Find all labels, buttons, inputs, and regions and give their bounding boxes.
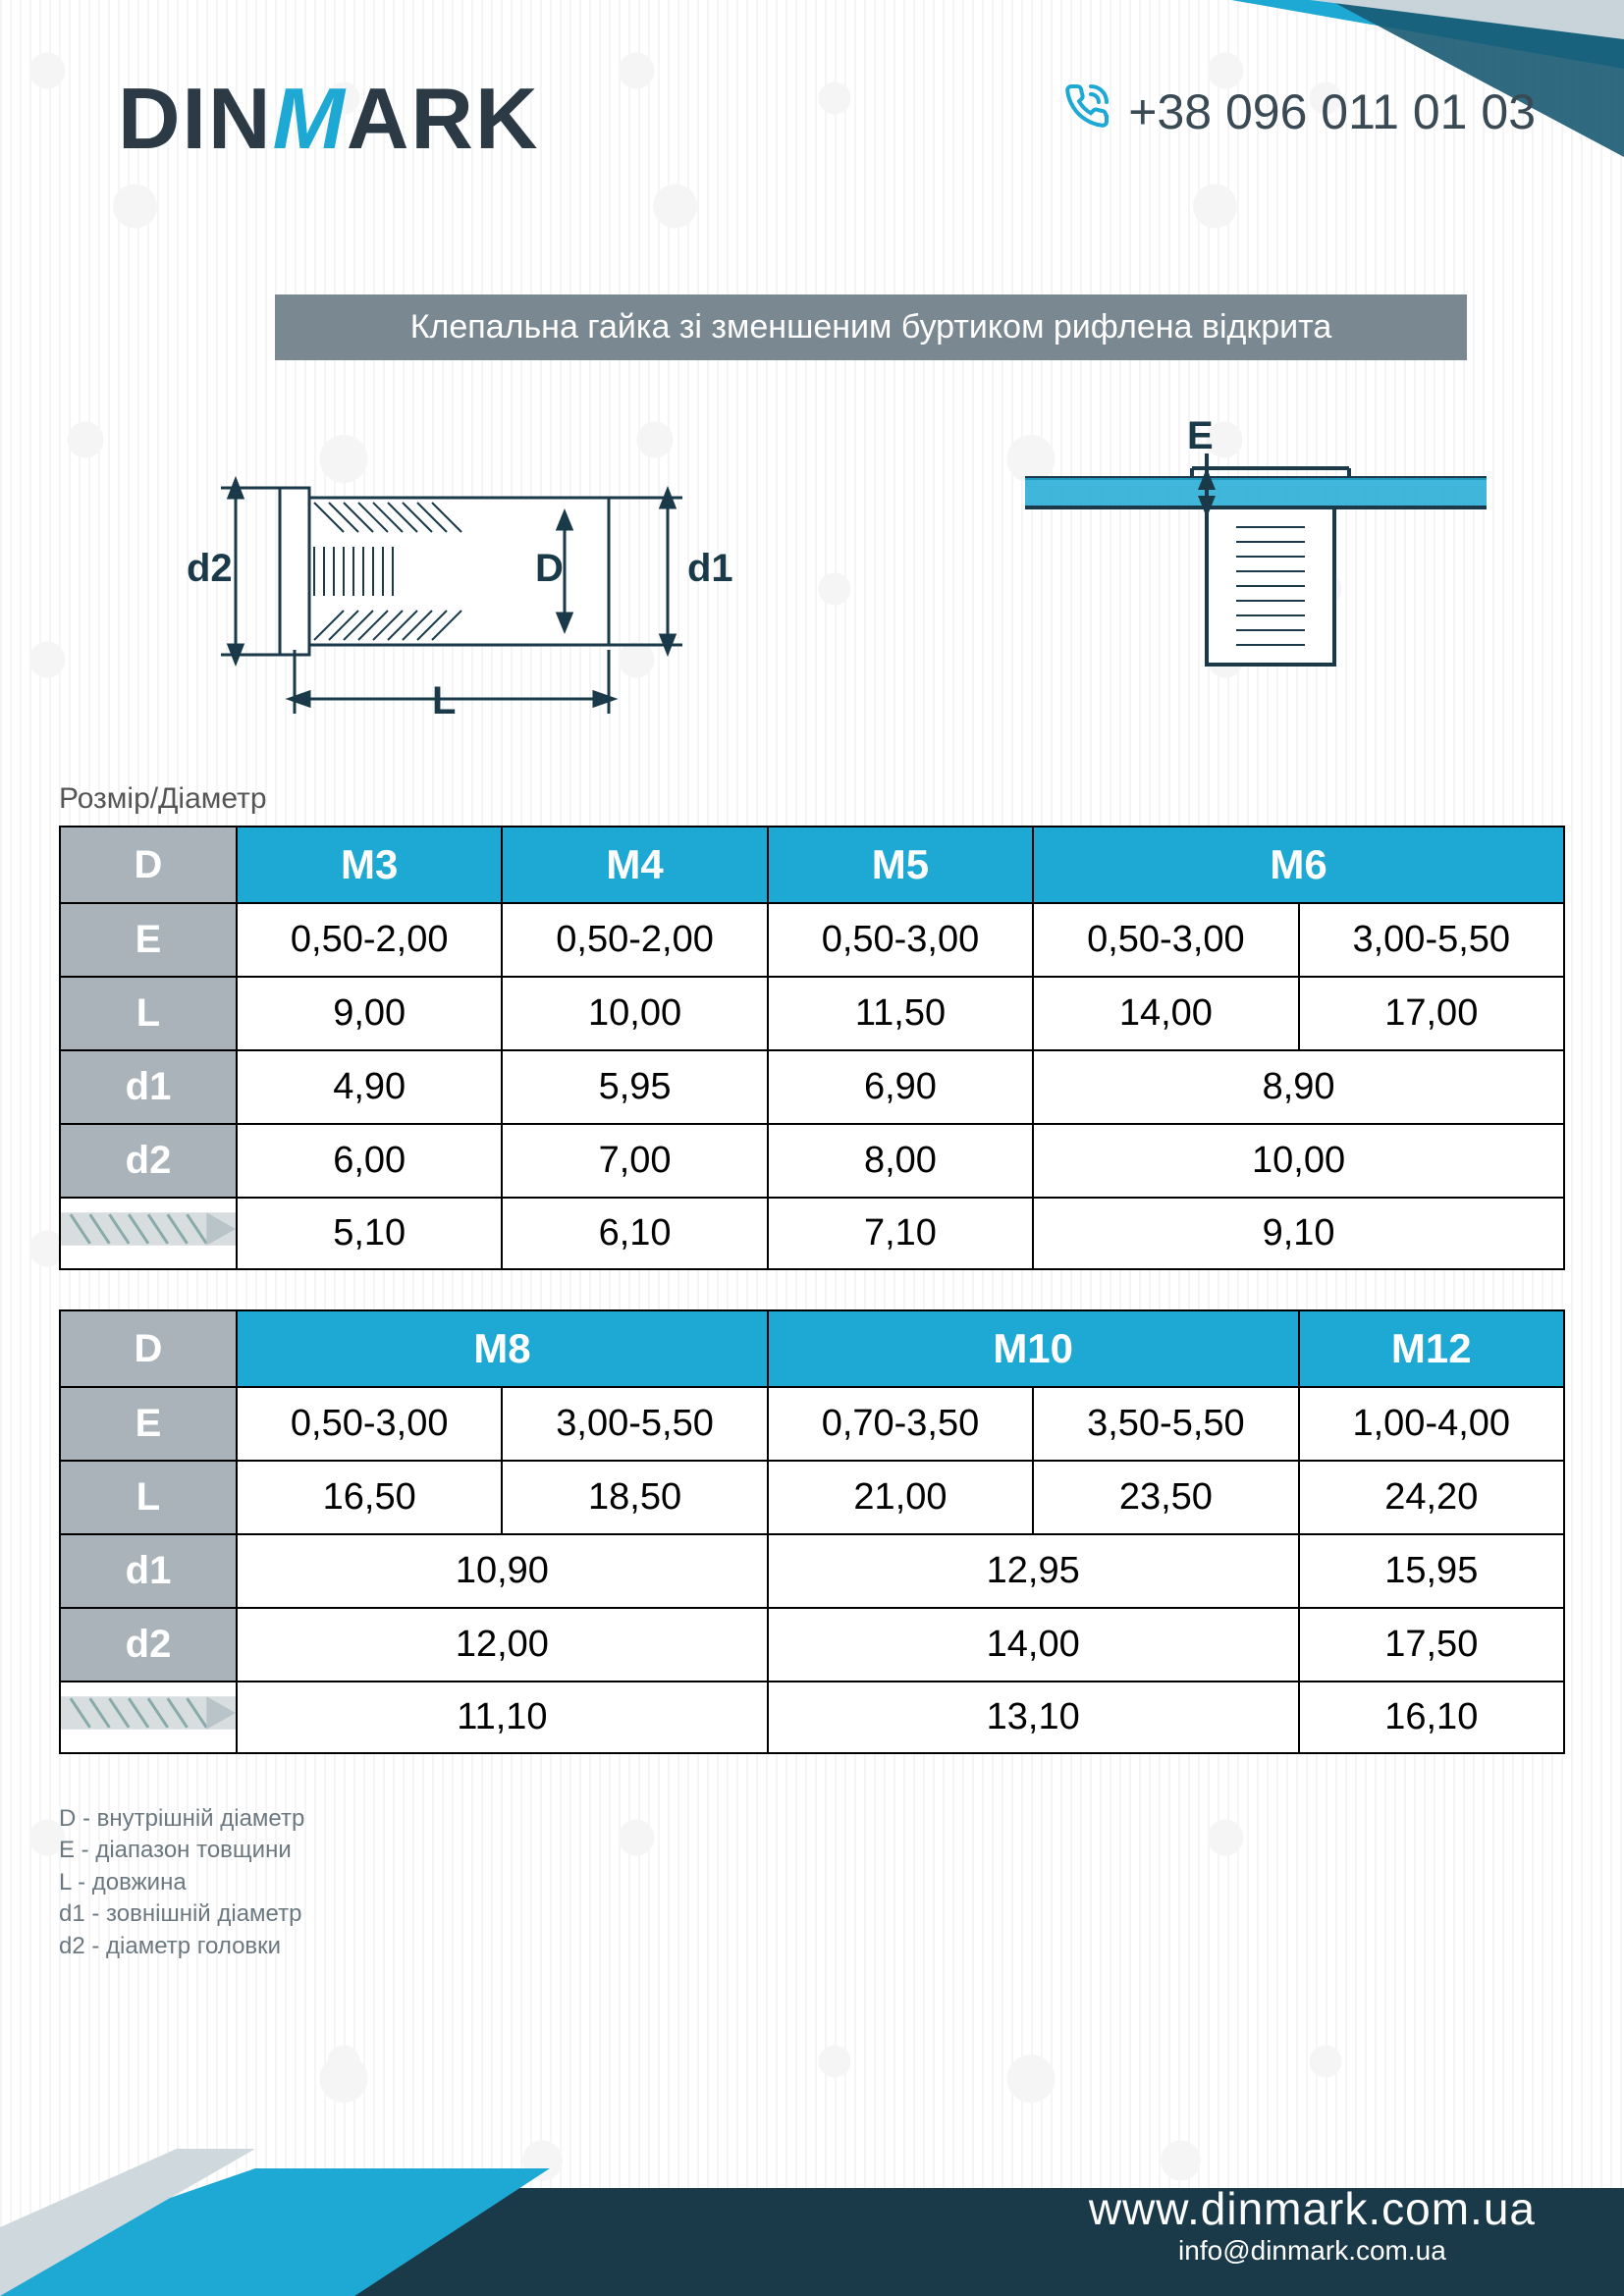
row-label-d1: d1: [60, 1534, 237, 1608]
table-cell: 3,00-5,50: [502, 1387, 767, 1461]
table-cell: 5,10: [237, 1198, 502, 1269]
table-cell: 10,00: [502, 977, 767, 1050]
logo: DINMARK: [118, 69, 540, 169]
row-label-E: E: [60, 1387, 237, 1461]
table-caption: Розмір/Діаметр: [0, 763, 1624, 826]
table-cell: 21,00: [768, 1461, 1033, 1534]
row-label-d2: d2: [60, 1608, 237, 1682]
legend-line: L - довжина: [59, 1867, 1624, 1898]
phone-number: +38 096 011 01 03: [1063, 82, 1536, 141]
col-header: M6: [1033, 827, 1564, 903]
footer: www.dinmark.com.ua info@dinmark.com.ua: [0, 2109, 1624, 2296]
table-cell: 5,95: [502, 1050, 767, 1124]
logo-text-m: M: [273, 70, 347, 167]
table-cell: 23,50: [1033, 1461, 1298, 1534]
table-cell: 0,50-3,00: [768, 903, 1033, 977]
row-label-L: L: [60, 1461, 237, 1534]
table-cell: 8,90: [1033, 1050, 1564, 1124]
legend: D - внутрішній діаметр E - діапазон товщ…: [0, 1793, 1624, 1962]
table-cell: 10,00: [1033, 1124, 1564, 1198]
svg-text:d2: d2: [187, 547, 233, 590]
row-label-D: D: [60, 827, 237, 903]
table-cell: 0,50-3,00: [237, 1387, 502, 1461]
footer-email: info@dinmark.com.ua: [1089, 2235, 1536, 2267]
drill-icon-cell: [60, 1682, 237, 1753]
legend-line: D - внутрішній діаметр: [59, 1803, 1624, 1835]
diagram-dimensions: d2 D d1 L: [118, 419, 785, 743]
table-cell: 11,10: [237, 1682, 768, 1753]
spec-table-1: DM3M4M5M6 E0,50-2,000,50-2,000,50-3,000,…: [59, 826, 1565, 1270]
phone-icon: [1063, 82, 1110, 141]
svg-text:L: L: [432, 679, 456, 722]
table-cell: 7,00: [502, 1124, 767, 1198]
table-cell: 3,00-5,50: [1299, 903, 1564, 977]
diagram-install: E: [996, 419, 1506, 743]
table-cell: 3,50-5,50: [1033, 1387, 1298, 1461]
table-cell: 14,00: [768, 1608, 1299, 1682]
svg-text:E: E: [1187, 419, 1214, 457]
logo-text-pre: DIN: [118, 70, 273, 167]
row-label-D: D: [60, 1310, 237, 1387]
legend-line: d2 - діаметр головки: [59, 1931, 1624, 1962]
table-cell: 9,10: [1033, 1198, 1564, 1269]
phone-text: +38 096 011 01 03: [1128, 83, 1536, 140]
logo-text-post: ARK: [347, 70, 540, 167]
table-cell: 18,50: [502, 1461, 767, 1534]
col-header: M8: [237, 1310, 768, 1387]
table-cell: 11,50: [768, 977, 1033, 1050]
table-cell: 0,50-3,00: [1033, 903, 1298, 977]
footer-website: www.dinmark.com.ua: [1089, 2182, 1536, 2235]
table-cell: 4,90: [237, 1050, 502, 1124]
table-cell: 12,95: [768, 1534, 1299, 1608]
table-cell: 0,50-2,00: [502, 903, 767, 977]
svg-text:D: D: [535, 547, 564, 590]
table-cell: 9,00: [237, 977, 502, 1050]
row-label-d2: d2: [60, 1124, 237, 1198]
row-label-L: L: [60, 977, 237, 1050]
table-cell: 0,70-3,50: [768, 1387, 1033, 1461]
table-cell: 13,10: [768, 1682, 1299, 1753]
drill-icon-cell: [60, 1198, 237, 1269]
table-cell: 16,50: [237, 1461, 502, 1534]
row-label-E: E: [60, 903, 237, 977]
table-cell: 14,00: [1033, 977, 1298, 1050]
table-cell: 6,90: [768, 1050, 1033, 1124]
legend-line: E - діапазон товщини: [59, 1835, 1624, 1866]
col-header: M3: [237, 827, 502, 903]
col-header: M5: [768, 827, 1033, 903]
table-cell: 10,90: [237, 1534, 768, 1608]
table-cell: 0,50-2,00: [237, 903, 502, 977]
row-label-d1: d1: [60, 1050, 237, 1124]
table-cell: 17,50: [1299, 1608, 1564, 1682]
col-header: M4: [502, 827, 767, 903]
page-title: Клепальна гайка зі зменшеним буртиком ри…: [275, 294, 1467, 360]
legend-line: d1 - зовнішній діаметр: [59, 1898, 1624, 1930]
table-cell: 17,00: [1299, 977, 1564, 1050]
col-header: M10: [768, 1310, 1299, 1387]
table-cell: 24,20: [1299, 1461, 1564, 1534]
table-cell: 6,00: [237, 1124, 502, 1198]
table-cell: 12,00: [237, 1608, 768, 1682]
table-cell: 8,00: [768, 1124, 1033, 1198]
table-cell: 7,10: [768, 1198, 1033, 1269]
table-cell: 15,95: [1299, 1534, 1564, 1608]
col-header: M12: [1299, 1310, 1564, 1387]
svg-text:d1: d1: [687, 547, 733, 590]
spec-table-2: DM8M10M12 E0,50-3,003,00-5,500,70-3,503,…: [59, 1309, 1565, 1754]
table-cell: 6,10: [502, 1198, 767, 1269]
table-cell: 1,00-4,00: [1299, 1387, 1564, 1461]
table-cell: 16,10: [1299, 1682, 1564, 1753]
